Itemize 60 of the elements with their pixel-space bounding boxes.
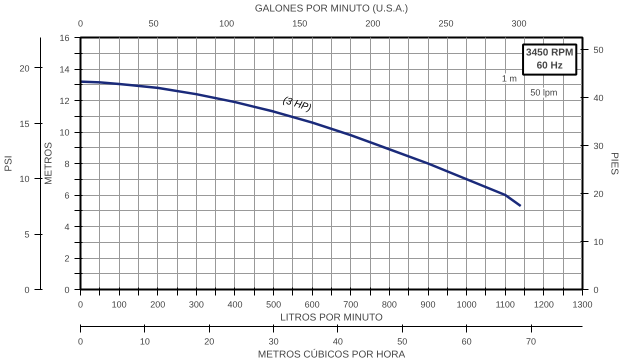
x-tick-label: 1000 [456, 300, 477, 310]
x2-tick-label: 150 [292, 18, 308, 28]
annotation: 3450 RPM 60 Hz [526, 47, 574, 72]
y-tick-label: 10 [59, 128, 70, 138]
x2-axis-title: GALONES POR MINUTO (U.S.A.) [254, 4, 408, 14]
x-tick-label: 400 [227, 300, 242, 310]
x-tick-label: 0 [78, 300, 84, 310]
y3-tick-label: 40 [594, 93, 604, 103]
y-tick-label: 2 [64, 254, 70, 264]
x-tick-label: 200 [150, 300, 166, 310]
x-axis-title: LITROS POR MINUTO [280, 312, 384, 324]
x2-tick-label: 250 [438, 18, 454, 28]
x-tick-label: 1200 [534, 300, 554, 310]
y2-tick-label: 0 [24, 285, 30, 295]
x-tick-label: 1300 [572, 300, 593, 310]
y3-tick-label: 50 [594, 45, 604, 55]
y-tick-label: 12 [59, 96, 70, 106]
y3-tick-label: 10 [594, 237, 604, 247]
x-tick-label: 800 [382, 300, 397, 310]
y-tick-label: 6 [64, 190, 70, 200]
x-tick-label: 600 [304, 300, 320, 310]
x-tick-label: 700 [343, 300, 358, 310]
x-tick-label: 100 [112, 300, 127, 310]
y2-axis-title: PSI [3, 155, 14, 172]
y2-tick-label: 20 [19, 63, 30, 74]
y-tick-label: 8 [64, 159, 70, 169]
y-tick-label: 4 [64, 222, 70, 232]
text: METROS CÚBICOS POR HORA [258, 348, 406, 360]
x-tick-label: 1100 [496, 300, 515, 310]
y3-axis-title: PIES [608, 152, 620, 176]
x2-tick-label: 0 [78, 18, 84, 28]
y3-tick-label: 0 [594, 285, 599, 295]
text: 70 [526, 336, 536, 346]
annotation: 50 lpm [530, 88, 558, 98]
x2-tick-label: 100 [219, 18, 234, 28]
text: 10 [140, 336, 150, 346]
x2-tick-label: 300 [512, 18, 527, 28]
x-tick-label: 900 [420, 300, 436, 310]
text: 40 [332, 336, 343, 346]
x-tick-label: 500 [266, 300, 282, 310]
x2-tick-label: 50 [148, 18, 159, 28]
text: 60 [462, 336, 472, 346]
y2-tick-label: 15 [19, 118, 30, 129]
y-tick-label: 16 [59, 33, 70, 43]
line-series [80, 80, 522, 208]
text: 0 [78, 336, 84, 346]
x2-tick-label: 200 [365, 18, 380, 28]
text: (3 HP) [282, 95, 312, 114]
text: 50 [397, 336, 408, 346]
annotation: 1 m [502, 73, 517, 84]
y2-tick-label: 5 [24, 230, 30, 240]
text: 20 [204, 336, 214, 346]
y3-tick-label: 30 [594, 141, 604, 151]
y-tick-label: 14 [59, 64, 70, 74]
y3-tick-label: 20 [594, 189, 604, 199]
text: 30 [268, 336, 279, 346]
y-axis-title: METROS [43, 142, 54, 185]
y-tick-label: 0 [64, 285, 70, 295]
x-tick-label: 300 [188, 300, 204, 310]
y2-tick-label: 10 [19, 174, 30, 184]
